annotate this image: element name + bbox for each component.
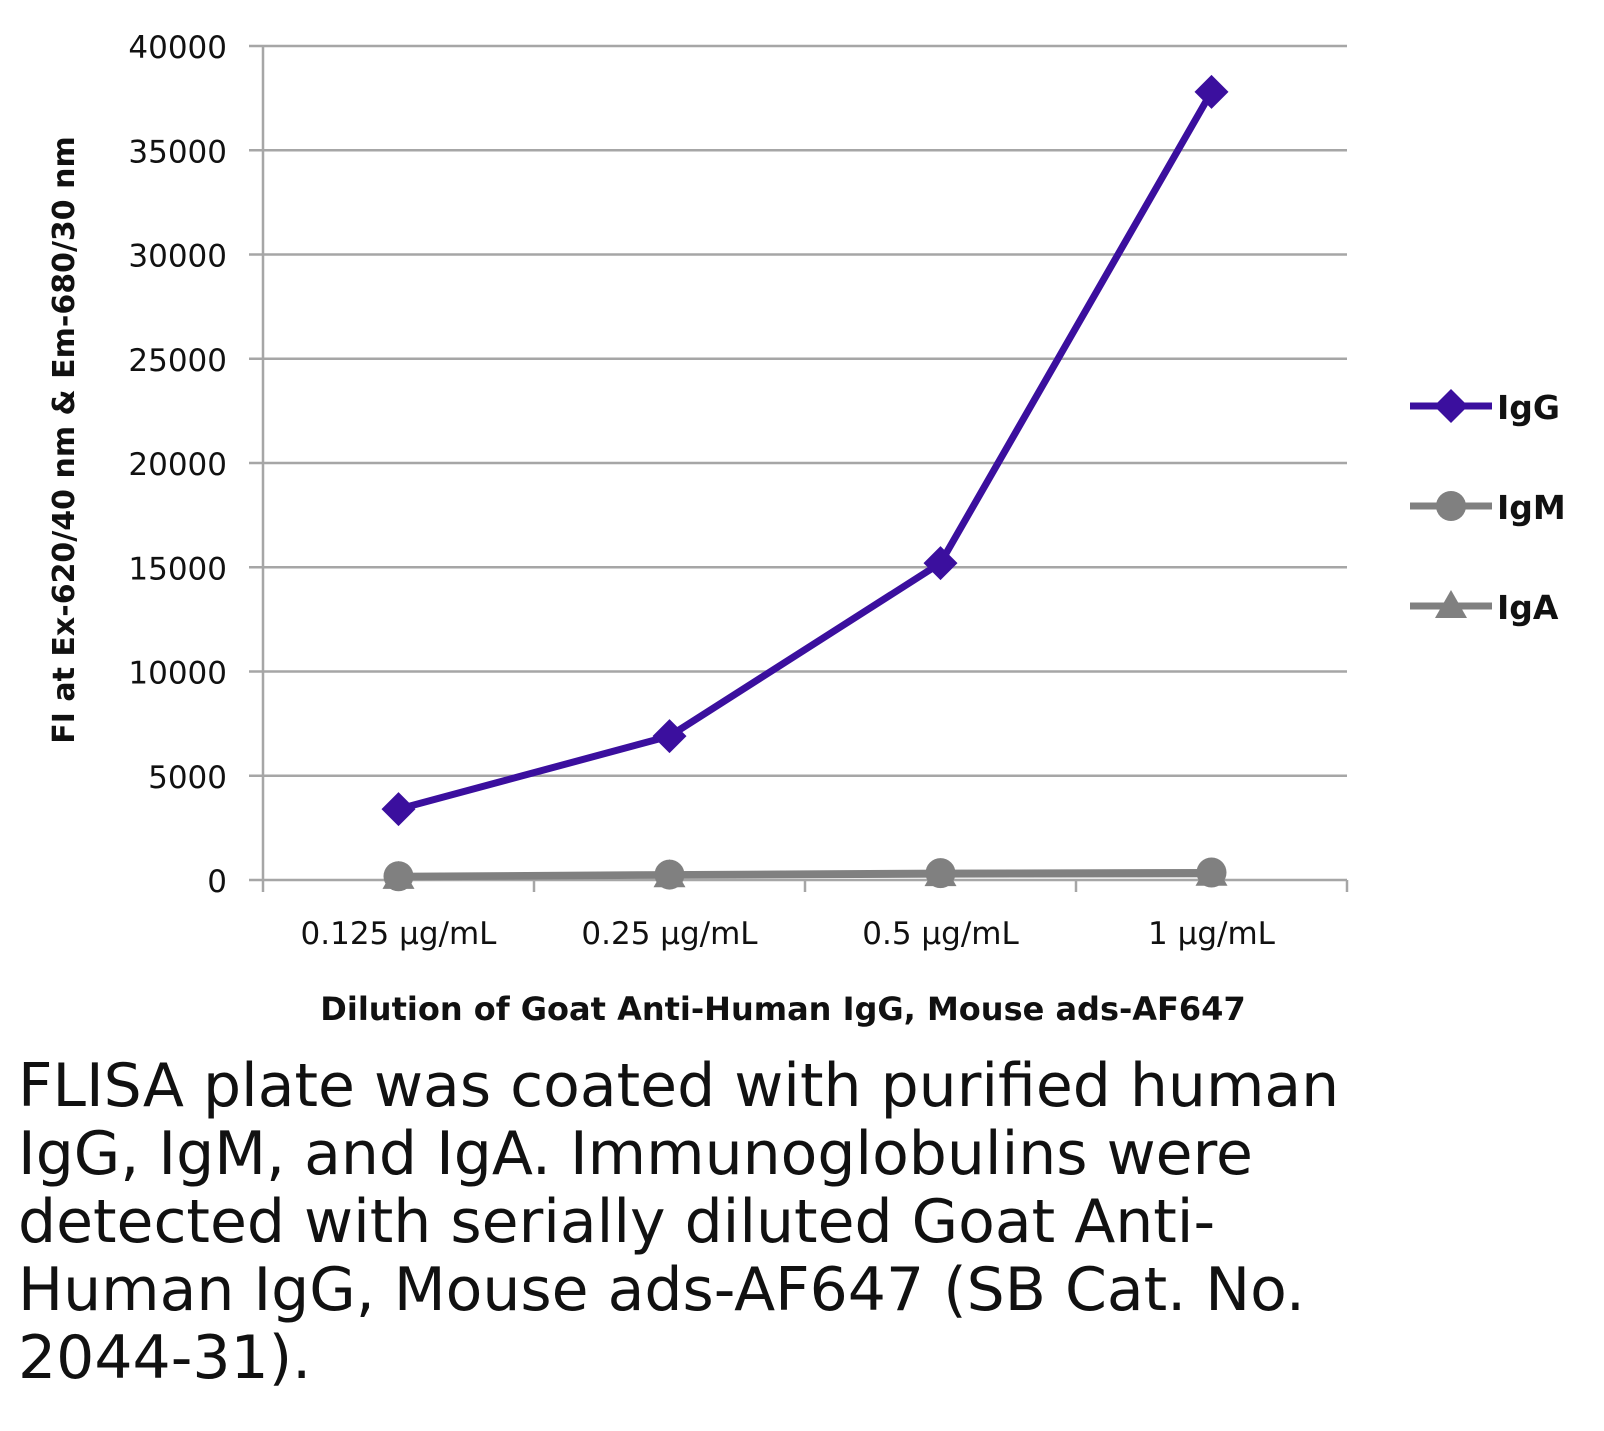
- series-igm: [383, 857, 1227, 892]
- legend-marker: [1436, 491, 1466, 521]
- caption-line: detected with serially diluted Goat Anti…: [18, 1187, 1216, 1257]
- legend-label: IgG: [1497, 388, 1560, 427]
- y-tick-label: 5000: [148, 760, 227, 796]
- x-tick-label: 0.125 µg/mL: [301, 916, 498, 952]
- legend-label: IgM: [1497, 488, 1566, 527]
- caption-line: 2044-31).: [18, 1323, 312, 1393]
- caption-line: Human IgG, Mouse ads-AF647 (SB Cat. No.: [18, 1255, 1305, 1325]
- legend-item-igm: IgM: [1410, 488, 1566, 527]
- x-axis-label: Dilution of Goat Anti-Human IgG, Mouse a…: [320, 990, 1245, 1028]
- axes: [249, 46, 1349, 892]
- legend-item-iga: IgA: [1410, 588, 1559, 627]
- y-tick-label: 10000: [128, 656, 227, 692]
- data-point: [652, 719, 687, 754]
- gridlines: [249, 44, 1347, 777]
- line-chart: 0 5000 10000 15000 20000 25000 30000 35000 40000…: [47, 30, 1566, 1028]
- data-point: [1194, 74, 1229, 109]
- data-point: [925, 858, 956, 889]
- legend-item-igg: IgG: [1410, 388, 1560, 427]
- data-point: [383, 861, 414, 892]
- data-point: [381, 792, 416, 827]
- x-tick-label: 1 µg/mL: [1148, 916, 1276, 952]
- y-tick-label: 25000: [128, 343, 227, 379]
- y-tick-label: 0: [207, 864, 227, 900]
- x-tick-label: 0.5 µg/mL: [862, 916, 1019, 952]
- series-line: [397, 90, 1215, 813]
- caption-line: FLISA plate was coated with purified hum…: [18, 1051, 1340, 1121]
- series-line: [398, 868, 1212, 880]
- data-point: [923, 546, 958, 581]
- y-tick-label: 40000: [128, 30, 227, 66]
- y-axis-label: FI at Ex-620/40 nm & Em-680/30 nm: [47, 136, 82, 743]
- y-tick-labels: 0 5000 10000 15000 20000 25000 30000 35000 40000: [128, 30, 227, 900]
- y-tick-label: 20000: [128, 447, 227, 483]
- data-point: [654, 859, 685, 890]
- y-tick-label: 30000: [128, 239, 227, 275]
- caption-line: IgG, IgM, and IgA. Immunoglobulins were: [18, 1119, 1253, 1189]
- legend-marker: [1435, 590, 1467, 618]
- series-group: [381, 74, 1229, 892]
- data-point: [1196, 857, 1227, 888]
- x-tick-labels: 0.125 µg/mL 0.25 µg/mL 0.5 µg/mL 1 µg/mL: [301, 916, 1276, 952]
- legend-label: IgA: [1497, 588, 1559, 627]
- legend-marker: [1434, 389, 1468, 423]
- series-igg: [381, 74, 1229, 827]
- y-tick-label: 15000: [128, 551, 227, 587]
- y-tick-label: 35000: [128, 134, 227, 170]
- x-tick-label: 0.25 µg/mL: [581, 916, 758, 952]
- legend: IgG IgM IgA: [1410, 388, 1566, 627]
- figure-caption: FLISA plate was coated with purified hum…: [18, 1052, 1578, 1392]
